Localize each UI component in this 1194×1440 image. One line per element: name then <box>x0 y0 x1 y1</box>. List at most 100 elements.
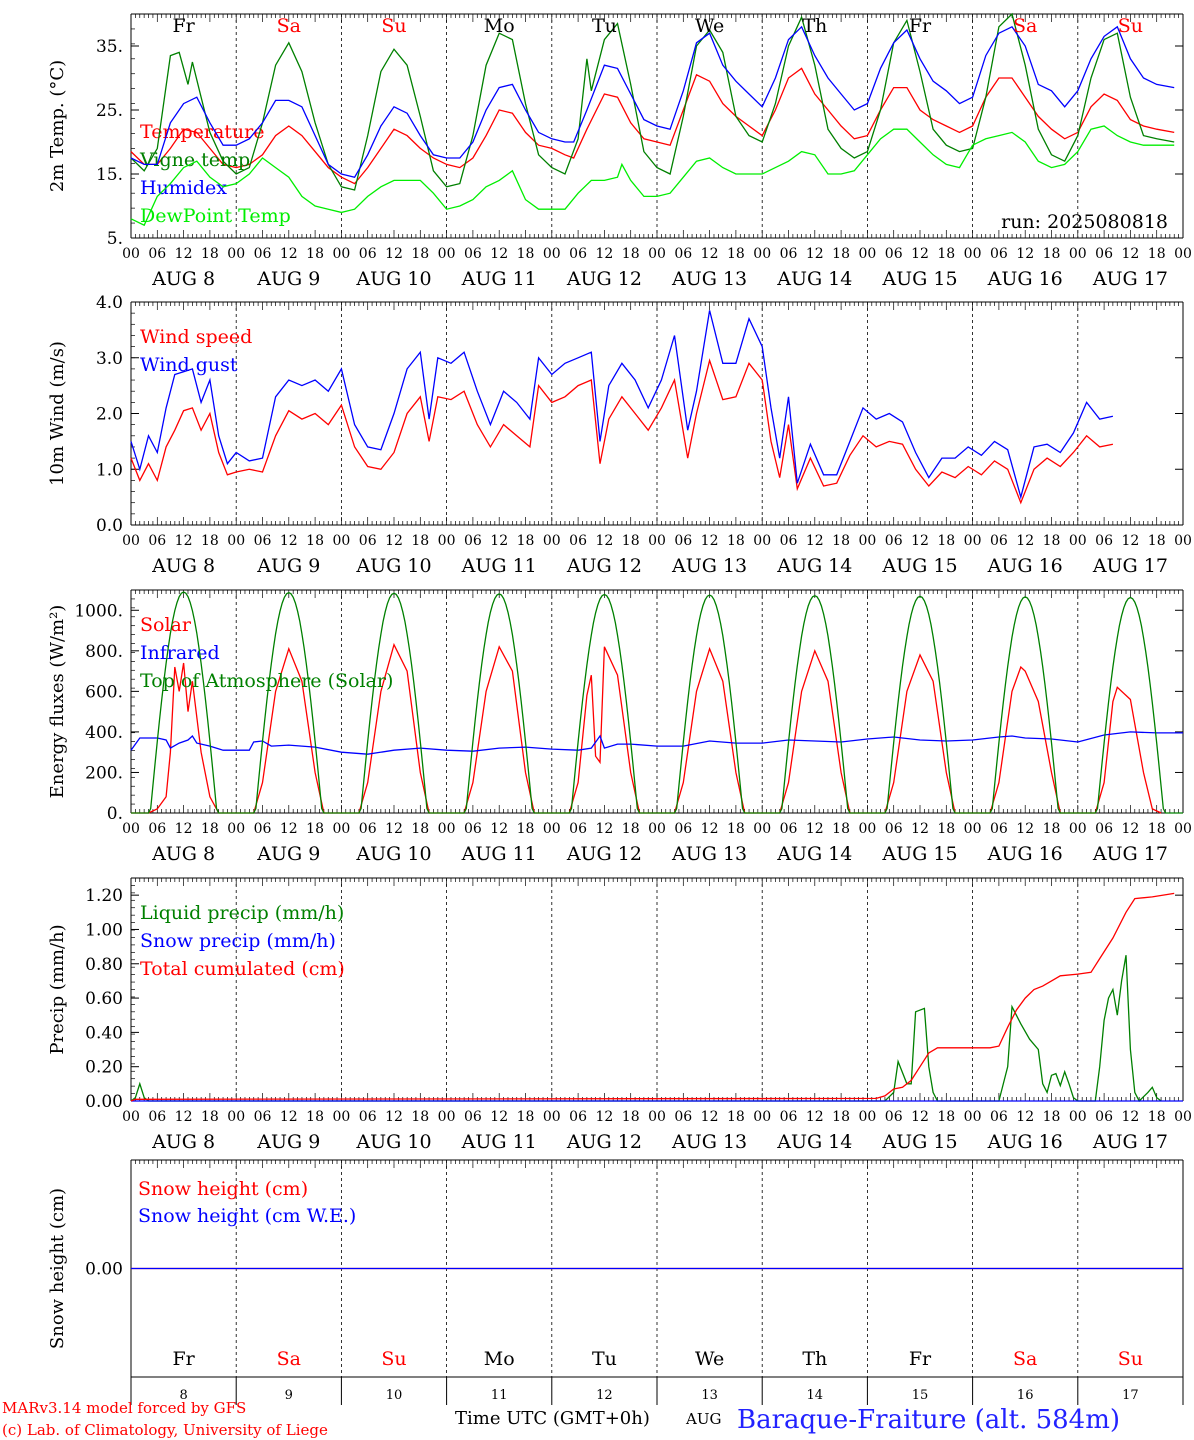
y-tick-label: 15. <box>96 165 123 185</box>
panel-4: 0.00 0.20 0.40 0.60 0.80 1.00 1.20 Precip (mm/h… <box>47 877 1192 1153</box>
x-hour-label: 18 <box>517 1109 535 1125</box>
x-date-label: AUG 15 <box>881 843 957 865</box>
x-hour-label: 00 <box>648 533 666 549</box>
x-hour-label: 00 <box>1174 1109 1192 1125</box>
x-date-label: AUG 8 <box>151 555 215 577</box>
y-tick-label: 2.0 <box>96 405 123 425</box>
x-hour-label: 00 <box>964 821 982 837</box>
series-line-temperature <box>130 67 1175 185</box>
x-hour-label: 00 <box>438 246 456 262</box>
x-date-label: AUG 11 <box>461 555 537 577</box>
x-hour-label: 00 <box>122 821 140 837</box>
x-hour-label: 06 <box>254 821 272 837</box>
y-tick-label: 0.40 <box>85 1023 123 1043</box>
x-hour-label: 00 <box>1174 246 1192 262</box>
legend-entry: Liquid precip (mm/h) <box>140 902 344 924</box>
x-date-label: AUG 8 <box>151 843 215 865</box>
weekday-label-bottom: Mo <box>484 1348 515 1370</box>
x-hour-label: 18 <box>1043 533 1061 549</box>
x-date-label: AUG 12 <box>566 1131 642 1153</box>
x-date-label: AUG 13 <box>671 1131 747 1153</box>
x-date-label: AUG 13 <box>671 268 747 290</box>
x-hour-label: 12 <box>1121 246 1139 262</box>
day-number-label: 10 <box>386 1388 403 1403</box>
x-hour-label: 00 <box>438 1109 456 1125</box>
y-tick-label: 0.60 <box>85 989 123 1009</box>
x-hour-label: 18 <box>727 533 745 549</box>
x-hour-label: 00 <box>438 533 456 549</box>
x-hour-label: 12 <box>806 821 824 837</box>
y-axis-label: Snow height (cm) <box>47 1188 68 1349</box>
x-hour-label: 12 <box>911 533 929 549</box>
x-date-label: AUG 11 <box>461 268 537 290</box>
legend-entry: Vigne temp <box>139 149 250 171</box>
x-hour-label: 12 <box>701 533 719 549</box>
x-date-label: AUG 13 <box>671 555 747 577</box>
x-hour-label: 12 <box>280 533 298 549</box>
x-hour-label: 06 <box>780 533 798 549</box>
day-number-label: 14 <box>807 1388 824 1403</box>
x-hour-label: 18 <box>517 821 535 837</box>
x-hour-label: 12 <box>385 246 403 262</box>
x-date-label: AUG 9 <box>256 1131 320 1153</box>
x-hour-label: 18 <box>832 246 850 262</box>
x-hour-label: 00 <box>227 246 245 262</box>
x-hour-label: 00 <box>858 821 876 837</box>
weekday-label-bottom: Sa <box>1013 1348 1037 1370</box>
weekday-label-bottom: Fr <box>172 1348 195 1370</box>
x-hour-label: 06 <box>885 821 903 837</box>
y-tick-label: 1.20 <box>85 886 123 906</box>
x-hour-label: 18 <box>411 821 429 837</box>
x-date-label: AUG 17 <box>1092 555 1168 577</box>
y-tick-label: 0.00 <box>85 1092 123 1112</box>
x-hour-label: 06 <box>990 246 1008 262</box>
y-tick-label: 0.20 <box>85 1058 123 1078</box>
x-hour-label: 06 <box>1095 246 1113 262</box>
x-hour-label: 12 <box>385 1109 403 1125</box>
series-line-wind-gust <box>130 310 1114 500</box>
x-hour-label: 06 <box>569 821 587 837</box>
y-tick-label: 0. <box>107 804 123 824</box>
x-hour-label: 06 <box>569 533 587 549</box>
x-hour-label: 00 <box>964 533 982 549</box>
x-hour-label: 12 <box>1016 821 1034 837</box>
x-hour-label: 12 <box>595 533 613 549</box>
x-date-label: AUG 17 <box>1092 1131 1168 1153</box>
x-hour-label: 12 <box>595 1109 613 1125</box>
x-hour-label: 18 <box>727 1109 745 1125</box>
x-date-label: AUG 10 <box>355 1131 431 1153</box>
x-date-label: AUG 15 <box>881 1131 957 1153</box>
weekday-label: We <box>695 15 724 37</box>
x-hour-label: 00 <box>543 246 561 262</box>
x-hour-label: 06 <box>885 246 903 262</box>
x-hour-label: 06 <box>254 533 272 549</box>
x-date-label: AUG 12 <box>566 843 642 865</box>
x-hour-label: 00 <box>543 1109 561 1125</box>
x-hour-label: 12 <box>1121 1109 1139 1125</box>
x-hour-label: 00 <box>332 821 350 837</box>
x-hour-label: 18 <box>1148 533 1166 549</box>
x-hour-label: 12 <box>490 533 508 549</box>
x-date-label: AUG 10 <box>355 555 431 577</box>
x-hour-label: 12 <box>490 246 508 262</box>
x-hour-label: 18 <box>201 821 219 837</box>
x-hour-label: 06 <box>990 1109 1008 1125</box>
x-hour-label: 12 <box>806 533 824 549</box>
weekday-label: Fr <box>172 15 195 37</box>
legend-entry: Snow height (cm) <box>138 1178 308 1200</box>
series-line-top-of-atmosphere-solar- <box>131 591 1183 814</box>
x-hour-label: 18 <box>306 1109 324 1125</box>
legend-entry: Humidex <box>140 177 227 199</box>
x-hour-label: 06 <box>148 246 166 262</box>
legend-entry: Total cumulated (cm) <box>140 958 345 980</box>
x-hour-label: 00 <box>122 246 140 262</box>
y-tick-label: 4.0 <box>96 293 123 313</box>
x-hour-label: 18 <box>727 246 745 262</box>
weekday-label-bottom: Sa <box>277 1348 301 1370</box>
series-line-humidex <box>130 25 1175 178</box>
x-date-label: AUG 8 <box>151 268 215 290</box>
x-hour-label: 06 <box>148 821 166 837</box>
weekday-label: Su <box>381 15 406 37</box>
x-hour-label: 12 <box>911 821 929 837</box>
